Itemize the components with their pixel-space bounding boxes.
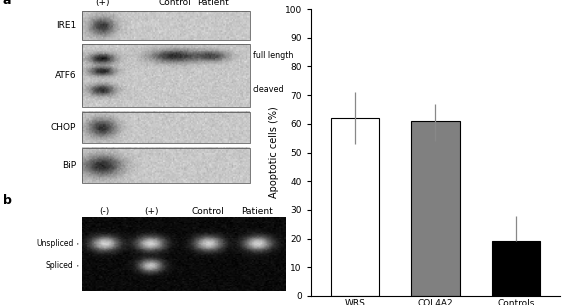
Text: ATF6: ATF6 (55, 71, 76, 80)
Text: Control: Control (191, 207, 225, 216)
Bar (412, 121, 459, 296)
Text: BiP: BiP (62, 161, 76, 170)
Text: full length: full length (253, 51, 293, 60)
Text: IRE1: IRE1 (56, 21, 76, 30)
Bar (492, 241, 540, 296)
Text: (+): (+) (95, 0, 110, 7)
Text: Patient: Patient (197, 0, 229, 7)
Bar (82, 44, 250, 107)
Text: Unspliced: Unspliced (36, 239, 73, 249)
Y-axis label: Apoptotic cells (%): Apoptotic cells (%) (269, 107, 279, 198)
Text: (+): (+) (144, 207, 158, 216)
Text: c: c (256, 0, 263, 3)
Bar (82, 112, 250, 143)
Text: a: a (3, 0, 11, 7)
Text: b: b (3, 194, 12, 207)
Text: cleaved: cleaved (253, 85, 284, 94)
Bar (82, 148, 250, 183)
Text: Patient: Patient (241, 207, 272, 216)
Text: Control: Control (158, 0, 191, 7)
Bar (82, 11, 250, 40)
Text: CHOP: CHOP (51, 123, 76, 132)
Text: (-): (-) (99, 207, 110, 216)
Bar (331, 118, 379, 296)
Text: Spliced: Spliced (46, 261, 73, 270)
